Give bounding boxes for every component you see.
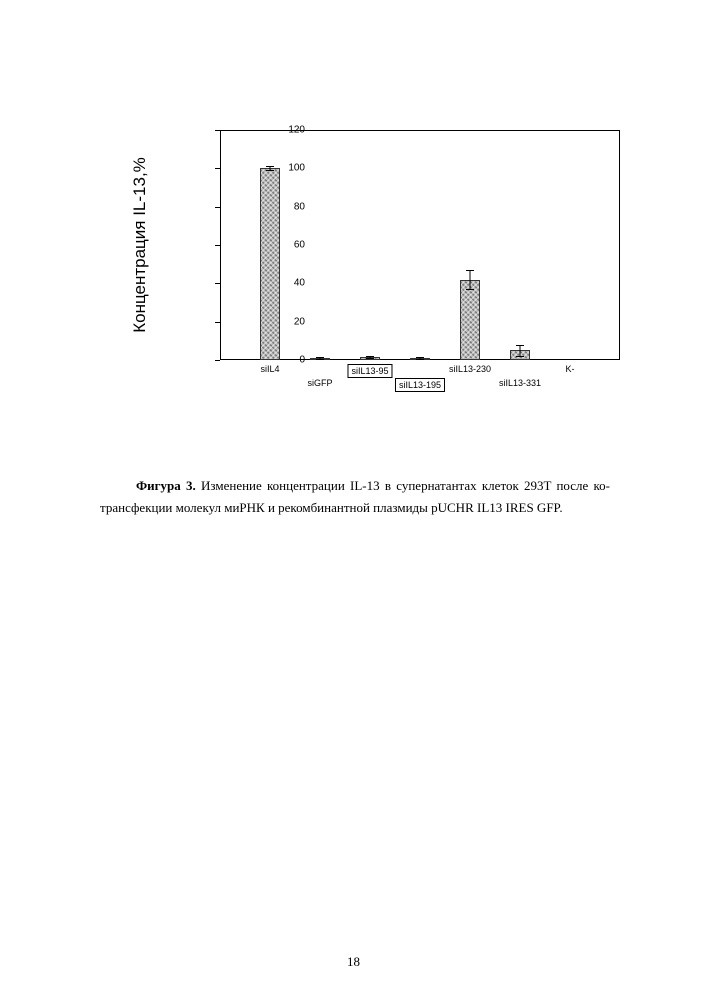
- error-cap: [366, 358, 374, 359]
- error-cap: [466, 270, 474, 271]
- bar: [260, 168, 280, 360]
- x-tick-label: siIL4: [260, 364, 279, 374]
- x-tick-label: siGFP: [307, 378, 332, 388]
- il13-bar-chart: Концентрация IL-13,% 020406080100120 siI…: [150, 120, 640, 400]
- bar: [460, 280, 480, 361]
- x-tick-label: siIL13-331: [499, 378, 541, 388]
- figure-label: Фигура 3.: [136, 478, 196, 493]
- plot-area: [220, 130, 620, 360]
- boxed-label: siIL13-95: [347, 364, 392, 378]
- error-bar: [520, 345, 521, 357]
- x-tick-label: siIL13-95: [347, 364, 392, 378]
- error-cap: [266, 166, 274, 167]
- x-tick-label: siIL13-195: [395, 378, 445, 392]
- error-cap: [416, 357, 424, 358]
- y-axis-label: Концентрация IL-13,%: [130, 157, 150, 333]
- y-tick-mark: [215, 360, 220, 361]
- error-cap: [516, 356, 524, 357]
- error-cap: [366, 356, 374, 357]
- error-cap: [266, 170, 274, 171]
- error-cap: [316, 357, 324, 358]
- boxed-label: siIL13-195: [395, 378, 445, 392]
- page-number: 18: [0, 954, 707, 970]
- x-tick-label: siIL13-230: [449, 364, 491, 374]
- error-cap: [516, 345, 524, 346]
- error-cap: [416, 359, 424, 360]
- error-cap: [316, 359, 324, 360]
- x-tick-label: K-: [566, 364, 575, 374]
- document-page: Концентрация IL-13,% 020406080100120 siI…: [0, 0, 707, 1000]
- error-bar: [470, 270, 471, 289]
- figure-caption: Фигура 3. Изменение концентрации IL-13 в…: [100, 475, 610, 519]
- error-cap: [466, 289, 474, 290]
